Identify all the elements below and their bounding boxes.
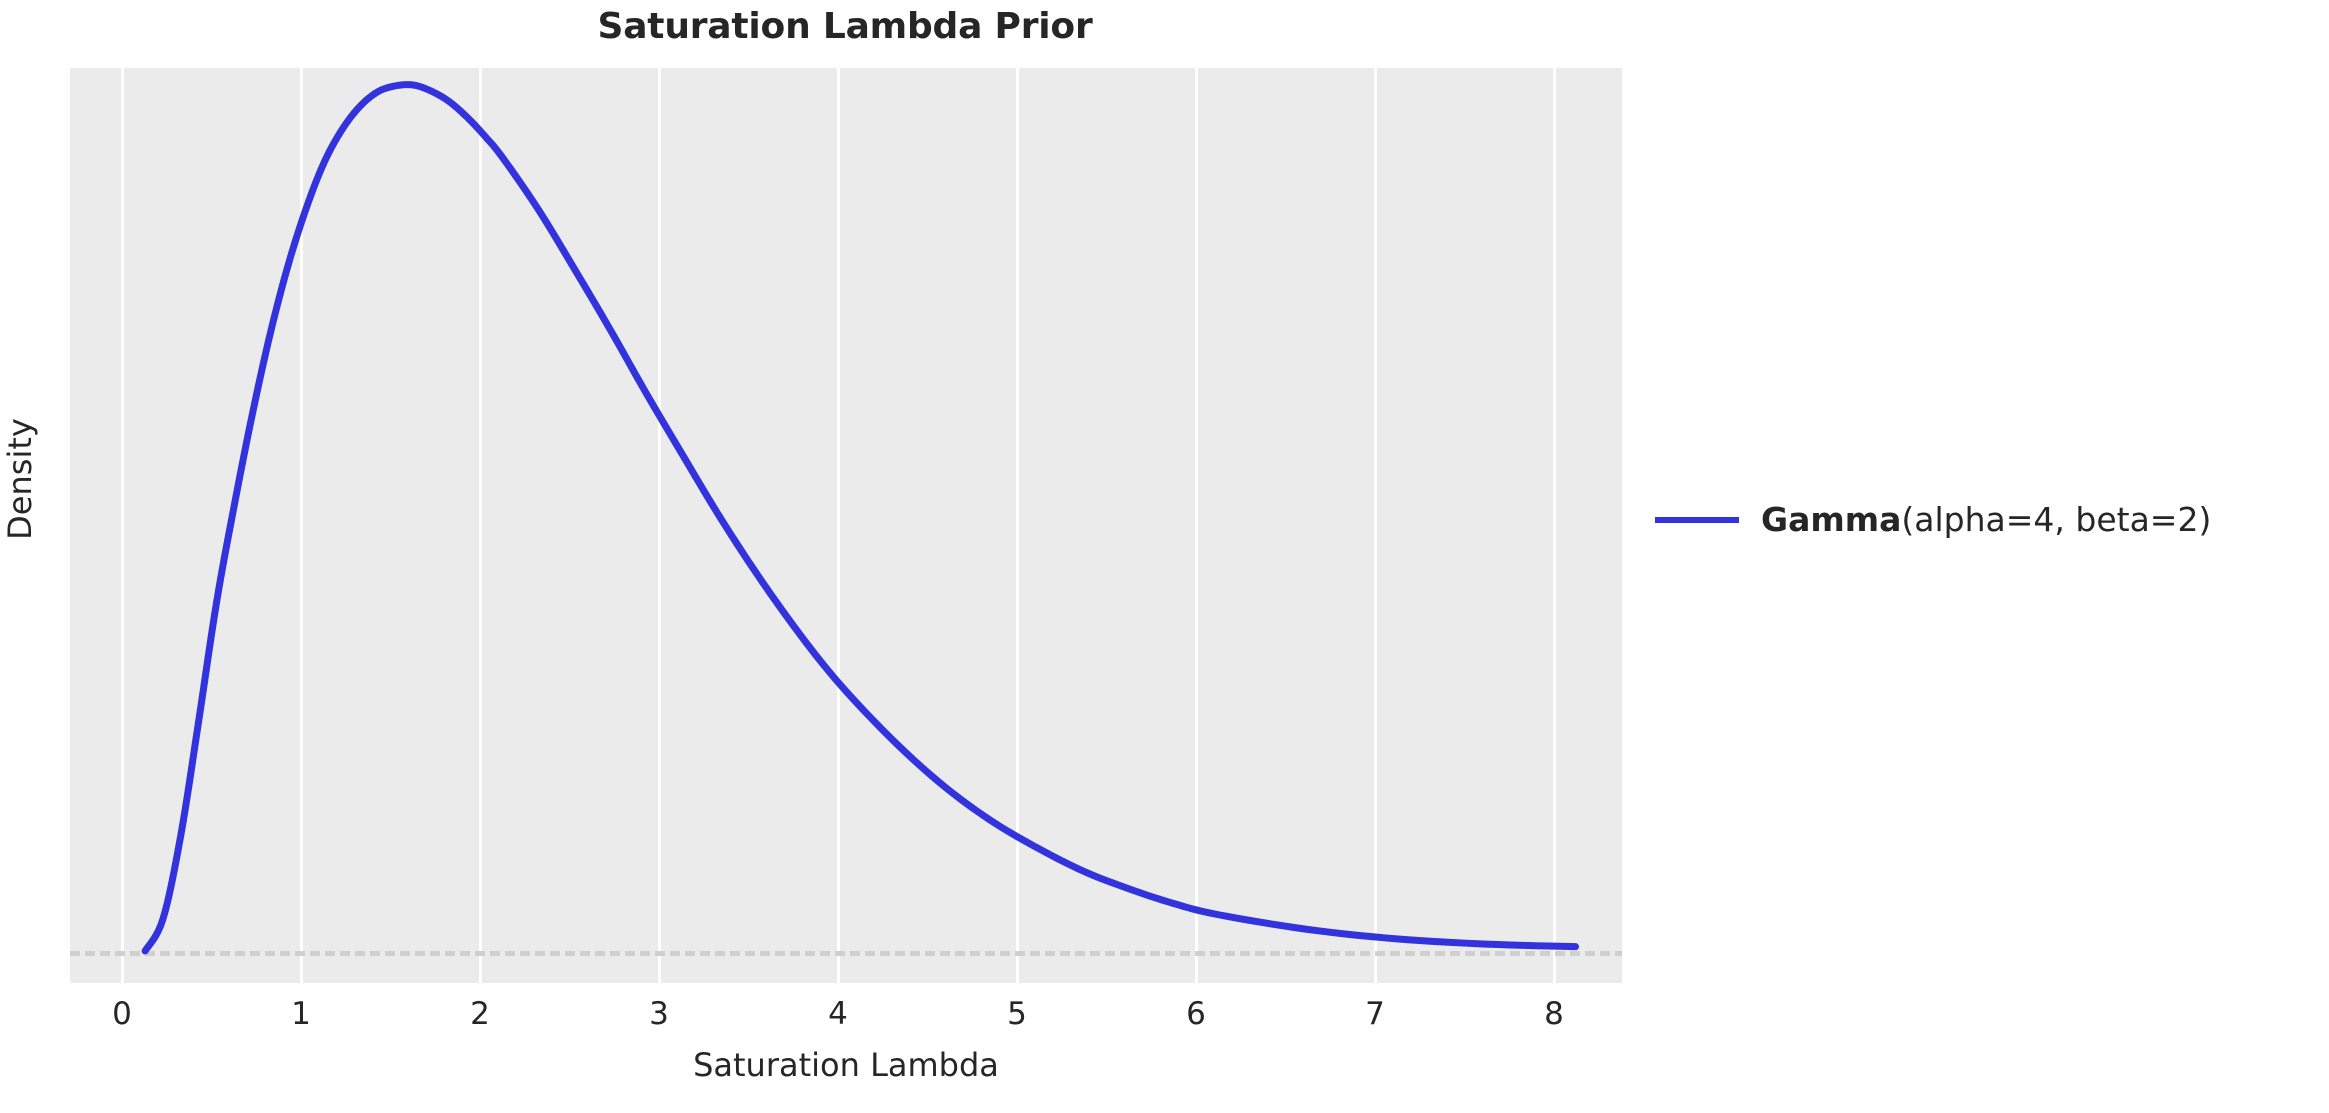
xtick-label-3: 3 bbox=[649, 996, 669, 1032]
legend-item-label: Gamma(alpha=4, beta=2) bbox=[1761, 500, 2211, 540]
gridline-x-4 bbox=[837, 68, 840, 983]
gamma-density-curve bbox=[141, 81, 1580, 955]
y-axis-label: Density bbox=[1, 418, 39, 540]
xtick-label-8: 8 bbox=[1544, 996, 1564, 1032]
legend-color-swatch bbox=[1655, 517, 1739, 523]
xtick-label-5: 5 bbox=[1007, 996, 1027, 1032]
zero-baseline-reference bbox=[70, 951, 1622, 956]
gridline-x-6 bbox=[1195, 68, 1198, 983]
gridline-x-5 bbox=[1016, 68, 1019, 983]
page-title: Saturation Lambda Prior bbox=[597, 6, 1093, 47]
legend-distribution-params: (alpha=4, beta=2) bbox=[1901, 500, 2212, 539]
xtick-label-7: 7 bbox=[1365, 996, 1385, 1032]
gridline-x-3 bbox=[658, 68, 661, 983]
x-axis-label: Saturation Lambda bbox=[693, 1046, 999, 1084]
gridline-x-2 bbox=[479, 68, 482, 983]
xtick-label-1: 1 bbox=[291, 996, 311, 1032]
gridline-x-8 bbox=[1553, 68, 1556, 983]
xtick-label-0: 0 bbox=[112, 996, 132, 1032]
xtick-label-6: 6 bbox=[1186, 996, 1206, 1032]
legend: Gamma(alpha=4, beta=2) bbox=[1655, 500, 2211, 540]
xtick-label-4: 4 bbox=[828, 996, 848, 1032]
gridline-x-1 bbox=[300, 68, 303, 983]
gridline-x-0 bbox=[121, 68, 124, 983]
density-curve-svg bbox=[141, 81, 1580, 955]
legend-distribution-name: Gamma bbox=[1761, 500, 1902, 539]
plot-area bbox=[70, 68, 1622, 983]
xtick-label-2: 2 bbox=[470, 996, 490, 1032]
gridline-x-7 bbox=[1374, 68, 1377, 983]
